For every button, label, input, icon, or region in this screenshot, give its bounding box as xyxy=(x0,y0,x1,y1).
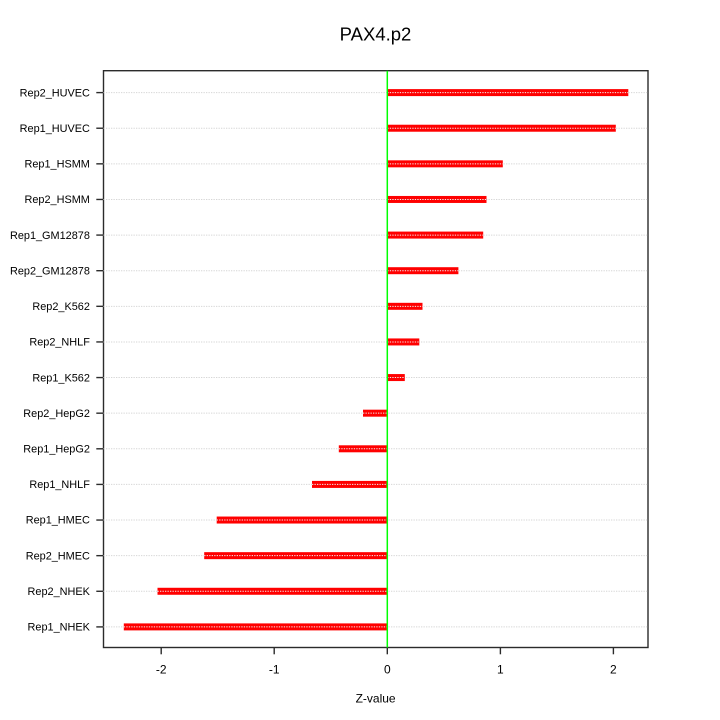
svg-text:0: 0 xyxy=(384,663,391,677)
svg-text:Rep1_HMEC: Rep1_HMEC xyxy=(26,515,90,527)
svg-text:PAX4.p2: PAX4.p2 xyxy=(340,24,412,45)
svg-text:Rep2_HSMM: Rep2_HSMM xyxy=(25,194,90,206)
svg-text:Rep1_HepG2: Rep1_HepG2 xyxy=(23,444,90,456)
svg-text:Rep1_GM12878: Rep1_GM12878 xyxy=(10,230,90,242)
svg-text:Rep2_NHLF: Rep2_NHLF xyxy=(29,337,90,349)
svg-text:2: 2 xyxy=(610,663,617,677)
svg-text:Rep1_HUVEC: Rep1_HUVEC xyxy=(20,123,90,135)
svg-text:Rep2_HMEC: Rep2_HMEC xyxy=(26,550,90,562)
svg-text:Rep1_HSMM: Rep1_HSMM xyxy=(25,159,90,171)
svg-text:1: 1 xyxy=(497,663,504,677)
svg-text:Rep2_NHEK: Rep2_NHEK xyxy=(28,586,91,598)
svg-text:-2: -2 xyxy=(156,663,167,677)
svg-text:Rep2_HepG2: Rep2_HepG2 xyxy=(23,408,90,420)
svg-text:-1: -1 xyxy=(269,663,280,677)
svg-text:Rep1_NHEK: Rep1_NHEK xyxy=(28,622,91,634)
svg-text:Z-value: Z-value xyxy=(356,692,396,706)
svg-text:Rep2_HUVEC: Rep2_HUVEC xyxy=(20,87,90,99)
svg-text:Rep2_GM12878: Rep2_GM12878 xyxy=(10,265,90,277)
svg-text:Rep1_NHLF: Rep1_NHLF xyxy=(29,479,90,491)
svg-text:Rep2_K562: Rep2_K562 xyxy=(32,301,90,313)
svg-text:Rep1_K562: Rep1_K562 xyxy=(32,372,90,384)
